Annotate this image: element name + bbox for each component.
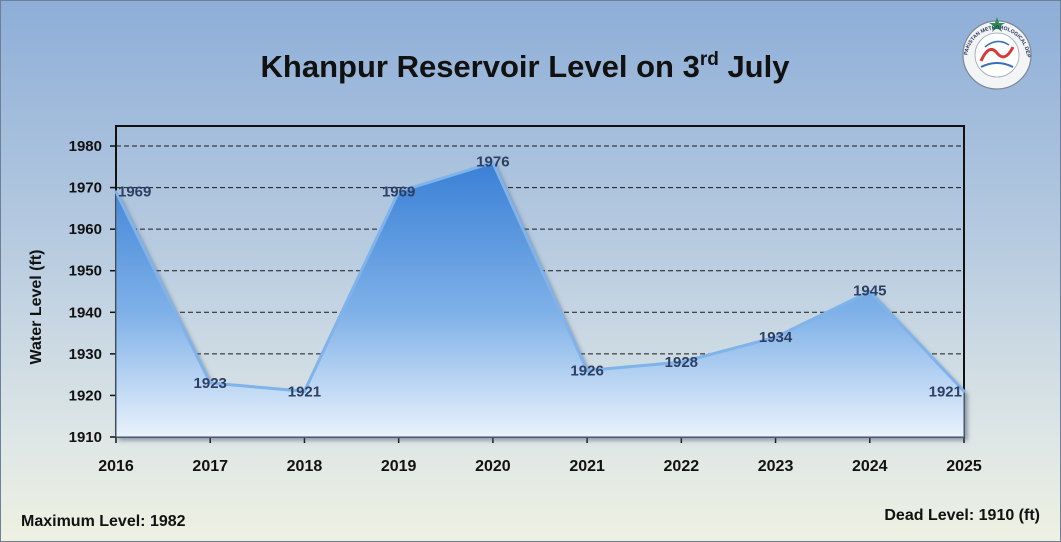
data-point <box>302 389 306 393</box>
chart-title-superscript: rd <box>700 49 719 70</box>
data-point <box>679 360 683 364</box>
data-label: 1923 <box>194 375 227 392</box>
y-tick-label: 1910 <box>69 429 102 446</box>
maximum-level-label: Maximum Level: <box>21 513 146 530</box>
data-label: 1921 <box>929 383 962 400</box>
data-label: 1928 <box>665 354 698 371</box>
data-label: 1969 <box>382 184 415 201</box>
chart-title-main: Khanpur Reservoir Level on 3 <box>261 49 700 84</box>
y-tick-label: 1940 <box>69 304 102 321</box>
y-tick-label: 1930 <box>69 346 102 363</box>
x-tick-label: 2016 <box>98 458 134 475</box>
x-tick-label: 2022 <box>664 458 700 475</box>
dead-level-label: Dead Level: <box>884 507 975 524</box>
data-point <box>774 335 778 339</box>
y-tick-label: 1950 <box>69 263 102 280</box>
pakistan-meteorological-department-logo: PAKISTAN METEOROLOGICAL DEPARTMENT <box>951 13 1032 90</box>
chart-title: Khanpur Reservoir Level on 3rd July <box>261 49 791 84</box>
x-tick-label: 2021 <box>569 458 605 475</box>
y-tick-label: 1960 <box>69 221 102 238</box>
maximum-level-value: 1982 <box>149 513 186 530</box>
y-tick-label: 1980 <box>69 138 102 155</box>
x-tick-label: 2018 <box>287 458 323 475</box>
data-point <box>491 161 495 165</box>
x-tick-label: 2024 <box>852 458 888 475</box>
data-point <box>397 190 401 194</box>
x-tick-label: 2017 <box>192 458 228 475</box>
dead-level-value: 1910 (ft) <box>978 507 1040 524</box>
y-tick-label: 1920 <box>69 387 102 404</box>
x-tick-label: 2023 <box>758 458 794 475</box>
x-tick-label: 2020 <box>475 458 511 475</box>
data-label: 1934 <box>759 329 793 346</box>
chart-title-suffix: July <box>719 49 790 84</box>
data-point <box>585 368 589 372</box>
data-label: 1926 <box>570 362 603 379</box>
data-label: 1976 <box>476 154 509 171</box>
data-label: 1945 <box>853 283 886 300</box>
dead-level-note: Dead Level: 1910 (ft) <box>884 507 1040 525</box>
y-tick-label: 1970 <box>69 180 102 197</box>
x-axis-ticks: 2016 2017 2018 2019 2020 2021 2022 2023 2024 2025 <box>98 437 982 475</box>
data-point <box>208 381 212 385</box>
data-point <box>868 290 872 293</box>
data-point <box>962 389 966 393</box>
data-labels: 1969 1923 1921 1969 1976 1926 1928 1934 1945 1921 <box>118 154 962 401</box>
y-axis-label: Water Level (ft) <box>28 250 45 365</box>
data-point <box>114 190 118 194</box>
series-line <box>114 160 966 393</box>
data-label: 1969 <box>118 184 151 201</box>
x-tick-label: 2019 <box>381 458 417 475</box>
maximum-level-note: Maximum Level: 1982 <box>21 513 186 531</box>
data-label: 1921 <box>288 383 321 400</box>
series-area-fill <box>115 161 965 438</box>
series-area <box>114 160 966 438</box>
x-tick-label: 2025 <box>946 458 982 475</box>
y-axis-ticks: 1910 1920 1930 1940 1950 1960 1970 1980 <box>69 138 116 446</box>
